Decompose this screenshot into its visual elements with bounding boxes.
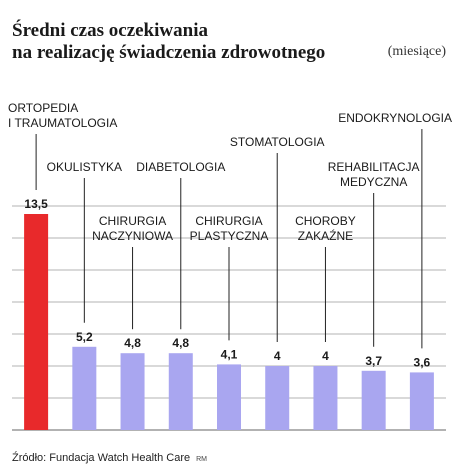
unit-label: (miesiące) [387,44,446,59]
bar [72,346,97,430]
chart-title-line1: Średni czas oczekiwania [12,20,208,41]
category-label: CHIRURGIA [195,214,262,228]
source-note: Źródło: Fundacja Watch Health Care RM [12,452,207,464]
bar [409,372,434,430]
value-label: 3,6 [414,355,431,369]
value-label: 4 [274,349,281,363]
category-label: I TRAUMATOLOGIA [8,116,117,130]
value-label: 13,5 [24,197,48,211]
category-label: PLASTYCZNA [190,229,269,243]
chart-title: Średni czas oczekiwania na realizację św… [12,20,392,64]
bar [120,353,145,430]
source-text: Źródło: Fundacja Watch Health Care [12,452,191,464]
category-label: DIABETOLOGIA [136,160,225,174]
bar [265,366,290,430]
value-label: 5,2 [76,330,93,344]
bar [168,353,193,430]
value-label: 4,8 [172,336,189,350]
category-label: ENDOKRYNOLOGIA [338,111,452,125]
value-label: 4 [322,349,329,363]
value-label: 3,7 [365,354,382,368]
category-label: MEDYCZNA [340,175,407,189]
bar [24,214,49,430]
bar [361,370,386,430]
chart-title-line2: na realizację świadczenia zdrowotnego [12,42,326,63]
category-label: CHIRURGIA [99,214,166,228]
bar [313,366,338,430]
value-label: 4,8 [124,336,141,350]
value-label: 4,1 [221,347,238,361]
category-label: OKULISTYKA [47,160,122,174]
category-label: STOMATOLOGIA [230,135,325,149]
category-label: REHABILITACJA [328,160,420,174]
author-tag: RM [196,456,208,463]
bar [217,364,241,430]
category-label: ZAKAŹNE [298,228,353,243]
category-label: NACZYNIOWA [92,229,173,243]
category-label: ORTOPEDIA [8,101,78,115]
category-label: CHOROBY [295,214,356,228]
